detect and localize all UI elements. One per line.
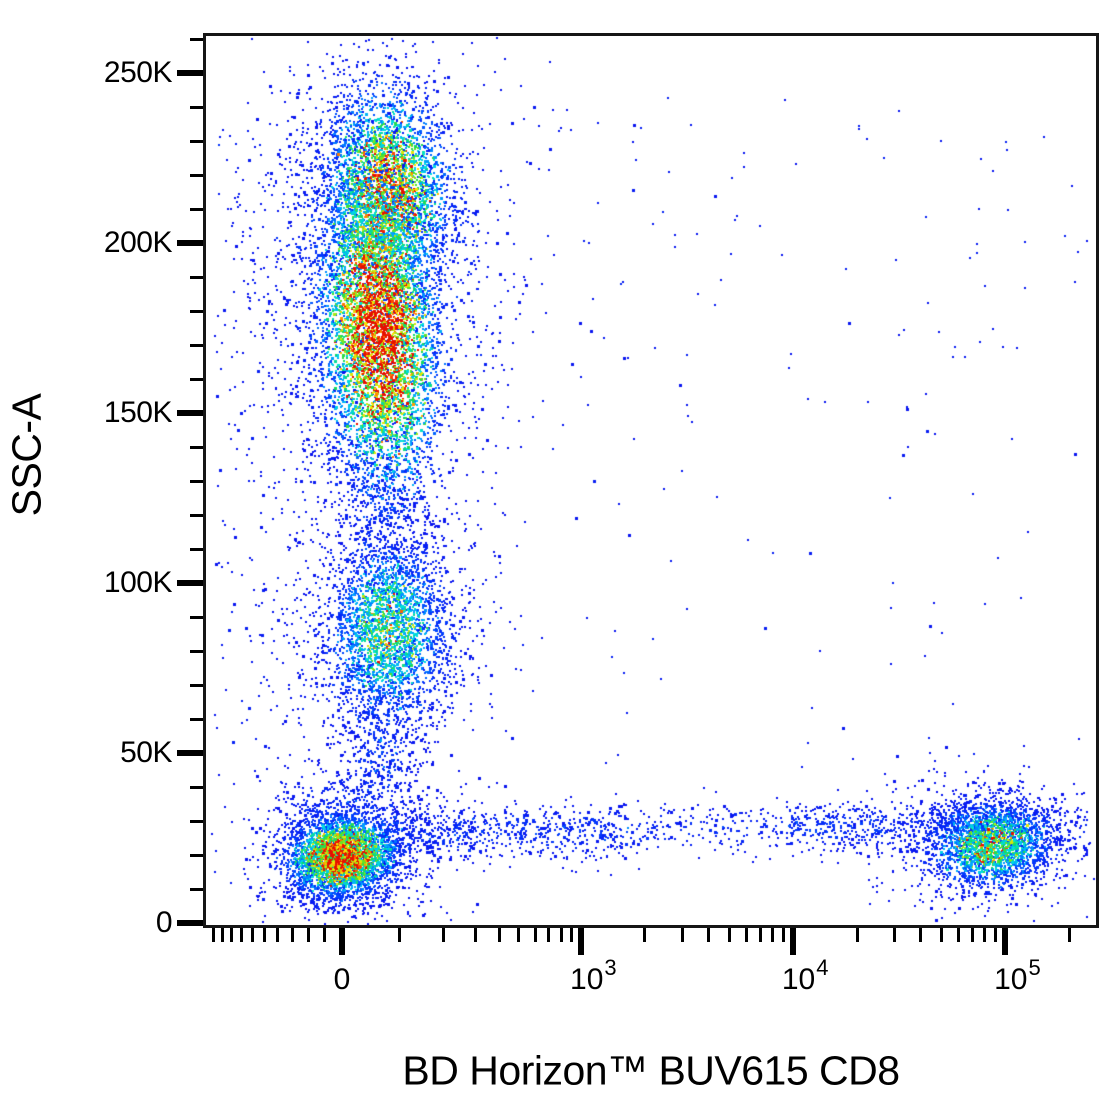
y-tick-label: 0 [155, 906, 173, 939]
y-minor-tick [190, 615, 203, 619]
y-minor-tick [190, 207, 203, 211]
x-tick-label: 103 [570, 955, 617, 996]
x-minor-tick [758, 928, 762, 942]
x-minor-tick [290, 928, 294, 942]
y-minor-tick [190, 139, 203, 143]
x-minor-tick [643, 928, 647, 942]
x-minor-tick [251, 928, 255, 942]
x-minor-tick [212, 928, 216, 942]
y-tick-label: 250K [103, 56, 173, 89]
x-minor-tick [956, 928, 960, 942]
x-axis-title: BD Horizon™ BUV615 CD8 [402, 1047, 900, 1094]
x-minor-tick [983, 928, 987, 942]
y-minor-tick [190, 887, 203, 891]
y-tick-label: 50K [120, 736, 172, 769]
y-minor-tick [190, 37, 203, 41]
x-major-tick [790, 928, 797, 955]
x-tick-label: 104 [781, 955, 829, 996]
x-minor-tick [220, 928, 224, 942]
x-minor-tick [276, 928, 280, 942]
y-minor-tick [190, 785, 203, 789]
y-major-tick [177, 750, 203, 756]
x-minor-tick [892, 928, 896, 942]
x-tick-label: 0 [333, 963, 351, 996]
y-minor-tick [190, 343, 203, 347]
x-minor-tick [559, 928, 563, 942]
y-minor-tick [190, 105, 203, 109]
x-minor-tick [570, 928, 574, 942]
x-minor-tick [517, 928, 521, 942]
x-major-tick [1002, 928, 1009, 955]
y-minor-tick [190, 683, 203, 687]
y-major-tick [177, 70, 203, 76]
x-minor-tick [533, 928, 537, 942]
y-minor-tick [190, 275, 203, 279]
x-minor-tick [497, 928, 501, 942]
x-minor-tick [323, 928, 327, 942]
x-minor-tick [240, 928, 244, 942]
x-minor-tick [230, 928, 234, 942]
x-minor-tick [971, 928, 975, 942]
x-minor-tick [744, 928, 748, 942]
y-minor-tick [190, 819, 203, 823]
y-minor-tick [190, 173, 203, 177]
x-minor-tick [727, 928, 731, 942]
y-minor-tick [190, 547, 203, 551]
x-minor-tick [441, 928, 445, 942]
y-major-tick [177, 410, 203, 416]
dot-plot-canvas [206, 36, 1096, 925]
x-minor-tick [855, 928, 859, 942]
x-major-tick [339, 928, 345, 955]
x-minor-tick [994, 928, 998, 942]
y-tick-label: 200K [103, 226, 173, 259]
y-minor-tick [190, 445, 203, 449]
x-minor-tick [771, 928, 775, 942]
x-minor-tick [781, 928, 785, 942]
y-minor-tick [190, 479, 203, 483]
y-major-tick [177, 240, 203, 246]
x-minor-tick [1067, 928, 1071, 942]
y-major-tick [177, 920, 203, 926]
x-tick-label: 105 [994, 955, 1041, 996]
x-minor-tick [398, 928, 402, 942]
y-tick-label: 100K [103, 566, 173, 599]
x-minor-tick [473, 928, 477, 942]
x-minor-tick [680, 928, 684, 942]
y-axis-title: SSC-A [3, 393, 50, 517]
x-major-tick [578, 928, 585, 955]
y-minor-tick [190, 513, 203, 517]
y-minor-tick [190, 309, 203, 313]
x-minor-tick [306, 928, 310, 942]
y-tick-label: 150K [103, 396, 173, 429]
y-major-tick [177, 580, 203, 586]
y-minor-tick [190, 717, 203, 721]
x-minor-tick [547, 928, 551, 942]
x-minor-tick [707, 928, 711, 942]
y-minor-tick [190, 853, 203, 857]
y-minor-tick [190, 649, 203, 653]
x-minor-tick [919, 928, 923, 942]
y-minor-tick [190, 377, 203, 381]
x-minor-tick [940, 928, 943, 942]
x-minor-tick [263, 928, 267, 942]
